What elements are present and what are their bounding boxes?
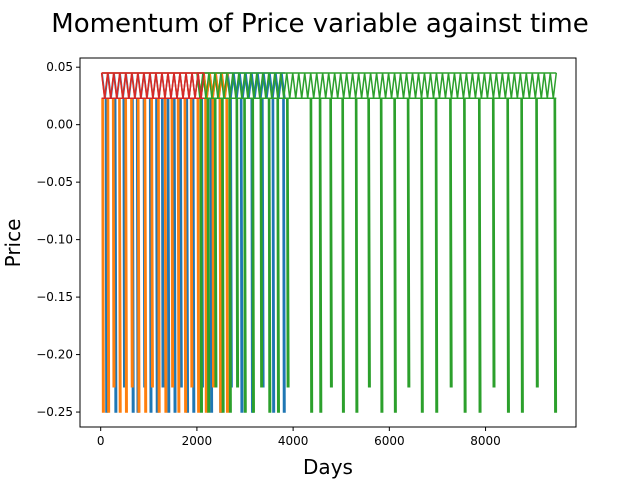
series-3-spike: [259, 98, 264, 388]
series-3-spike: [341, 98, 345, 413]
series-4-band: [100, 72, 205, 99]
series-2-spike: [130, 98, 134, 388]
series-3-spike: [535, 98, 539, 388]
series-3-spike: [520, 98, 524, 413]
series-3-spike: [393, 98, 397, 413]
series-2-spike: [170, 98, 175, 388]
series-2-spike: [196, 98, 201, 413]
y-tick-label: −0.15: [36, 290, 73, 304]
series-2-spike: [124, 98, 128, 413]
y-tick-label: −0.25: [36, 405, 73, 419]
series-3-spike: [329, 98, 333, 388]
series-2-spike: [150, 98, 154, 388]
x-axis: 0 2000 4000 6000 8000: [97, 427, 501, 448]
series-2-spike: [183, 98, 188, 413]
series-4: [100, 72, 205, 99]
y-tick-label: −0.10: [36, 233, 73, 247]
y-tick-label: 0.00: [46, 118, 73, 132]
series-3-spike: [206, 98, 211, 413]
x-tick-label: 4000: [278, 434, 309, 448]
series-3-spike: [354, 98, 359, 413]
series-1-spike: [166, 98, 171, 413]
series-3-spike: [506, 98, 510, 413]
series-3-spike: [379, 98, 384, 413]
series-3-spike: [318, 98, 323, 413]
series-3-spike: [286, 98, 290, 388]
x-tick-label: 6000: [374, 434, 405, 448]
x-tick-label: 8000: [470, 434, 501, 448]
series-3-spike: [420, 98, 424, 413]
series-2-spike: [225, 98, 229, 413]
series-3-spike: [199, 98, 204, 413]
series-3-spike: [463, 98, 467, 413]
series-1-spike: [160, 98, 165, 388]
series-1-spike: [282, 98, 286, 413]
chart-title: Momentum of Price variable against time: [51, 9, 588, 39]
series-2-spike: [111, 98, 116, 388]
y-tick-label: 0.05: [46, 60, 73, 74]
series-2-spike: [136, 98, 141, 413]
series-2-spike: [101, 98, 105, 413]
plot-area: [100, 72, 558, 413]
series-3-spike: [553, 98, 558, 413]
series-1-spike: [179, 98, 183, 388]
plot-frame: [79, 57, 577, 428]
series-3-spike: [367, 98, 371, 388]
series-2-spike: [163, 98, 168, 413]
series-2-spike: [204, 98, 208, 413]
series-2-spike: [176, 98, 181, 413]
series-3-spike: [406, 98, 411, 388]
x-axis-label: Days: [303, 455, 353, 479]
series-2-spike: [189, 98, 194, 388]
series-3-spike: [434, 98, 439, 413]
series-3-spike: [251, 98, 255, 413]
y-axis-label: Price: [1, 219, 25, 268]
series-3-spike: [243, 98, 247, 413]
series-1-spike: [239, 98, 244, 413]
y-axis: 0.05 0.00 −0.05 −0.10 −0.15 −0.20 −0.25: [36, 60, 80, 419]
series-3-spike: [276, 98, 280, 413]
series-3-spike: [213, 98, 218, 388]
y-tick-label: −0.20: [36, 348, 73, 362]
series-3-spike: [267, 98, 272, 413]
series-2-spike: [211, 98, 216, 388]
series-3-spike: [491, 98, 496, 388]
series-3-spike: [449, 98, 453, 388]
series-2-spike: [218, 98, 223, 413]
series-3-spike: [477, 98, 482, 413]
series-1: [101, 72, 286, 413]
series-1-spike: [271, 98, 276, 413]
series-3: [196, 72, 558, 413]
series-3-spike: [221, 98, 225, 413]
x-tick-label: 2000: [182, 434, 213, 448]
series-2-spike: [118, 98, 122, 413]
series-3-spike: [228, 98, 232, 413]
series-3-spike: [309, 98, 314, 413]
x-tick-label: 0: [97, 434, 105, 448]
series-1-spike: [172, 98, 177, 413]
series-3-spike: [235, 98, 240, 388]
series-2-spike: [106, 98, 111, 413]
y-tick-label: −0.05: [36, 175, 73, 189]
series-2-spike: [143, 98, 148, 413]
series-2-spike: [157, 98, 161, 413]
